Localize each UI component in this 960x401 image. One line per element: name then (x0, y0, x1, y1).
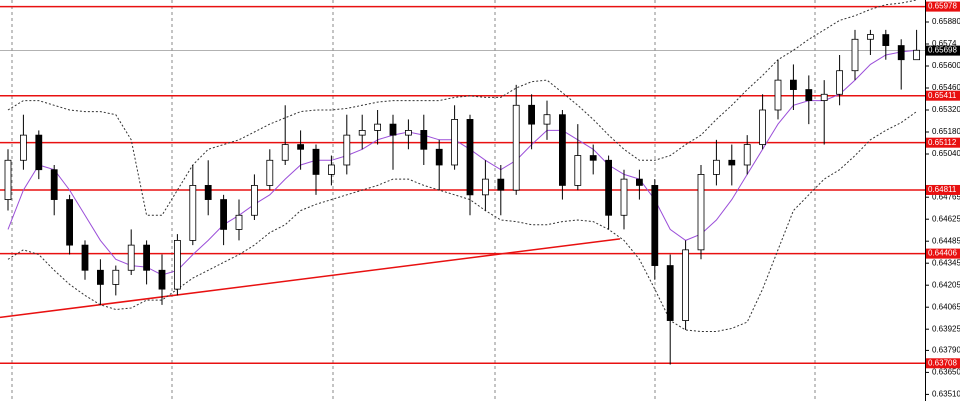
candle-body (897, 45, 905, 61)
candle-body (882, 34, 890, 46)
level-badge (926, 248, 960, 259)
candle-body (481, 178, 489, 196)
level-badge (926, 90, 960, 101)
level-label: 0.63708 (928, 358, 957, 367)
candle-body (774, 79, 782, 111)
candle-body (204, 185, 212, 200)
y-tick-label: 0.63790 (932, 346, 960, 355)
candle-body (50, 169, 58, 200)
level-badge (926, 358, 960, 369)
candle-body (81, 244, 89, 271)
level-label: 0.65112 (928, 138, 957, 147)
candle-body (820, 93, 828, 101)
candle-body (374, 123, 382, 131)
candle-body (682, 249, 689, 321)
candle-body (713, 159, 720, 175)
y-tick-label: 0.65040 (932, 149, 960, 158)
y-tick-label: 0.65320 (932, 105, 960, 114)
candle-body (543, 114, 551, 125)
candle-body (528, 104, 535, 125)
candle-body (913, 49, 920, 61)
candle-body (836, 70, 843, 95)
level-badge (926, 1, 960, 12)
y-tick-label: 0.64765 (932, 192, 960, 201)
level-badge (926, 184, 960, 195)
candle-body (189, 185, 197, 241)
candle-body (451, 119, 459, 166)
candle-body (389, 123, 397, 136)
level-badge (926, 137, 960, 148)
y-tick-label: 0.65880 (932, 17, 960, 26)
candle-body (759, 109, 766, 145)
y-tick-label: 0.65180 (932, 127, 960, 136)
y-tick-label: 0.6574 (932, 39, 957, 48)
candle-body (636, 178, 643, 186)
candle-body (327, 164, 335, 175)
candle-body (143, 244, 151, 271)
candle-body (420, 130, 428, 150)
candle-body (605, 159, 612, 216)
candle-body (158, 269, 166, 290)
candle-body (97, 269, 104, 285)
level-label: 0.65411 (928, 91, 957, 100)
candle-body (497, 178, 505, 191)
candle-body (19, 134, 27, 161)
candle-body (589, 155, 597, 161)
candle-body (851, 38, 859, 72)
candle-body (66, 199, 73, 246)
candle-body (466, 119, 474, 196)
candle-body (4, 159, 12, 200)
candle-body (404, 130, 412, 136)
y-tick-label: 0.63650 (932, 368, 960, 377)
candle-body (266, 159, 274, 186)
candle-body (651, 185, 659, 266)
candle-body (867, 34, 874, 40)
y-tick-label: 0.64485 (932, 236, 960, 245)
candle-body (220, 199, 228, 230)
y-tick-label: 0.63925 (932, 324, 960, 333)
y-tick-label: 0.63510 (932, 390, 960, 399)
y-tick-label: 0.64625 (932, 214, 960, 223)
current-price-badge (926, 45, 960, 56)
candle-body (297, 144, 305, 150)
current-price-label: 0.65698 (928, 46, 957, 55)
y-tick-label: 0.65600 (932, 61, 960, 70)
candle-body (235, 214, 243, 230)
candle-body (343, 134, 351, 166)
y-tick-label: 0.65460 (932, 83, 960, 92)
candle-body (281, 144, 289, 161)
level-label: 0.65978 (928, 2, 957, 11)
trendline (0, 238, 621, 319)
y-tick-label: 0.64065 (932, 302, 960, 311)
candle-body (620, 178, 628, 216)
candle-body (358, 130, 366, 136)
candle-body (666, 265, 674, 321)
level-label: 0.64406 (928, 249, 957, 258)
candle-body (127, 244, 135, 271)
candle-body (112, 269, 120, 285)
candle-body (743, 144, 751, 166)
candle-body (435, 148, 443, 166)
candle-body (574, 155, 582, 186)
level-label: 0.64811 (928, 185, 957, 194)
candle-body (697, 174, 705, 251)
candle-body (728, 159, 736, 166)
y-tick-label: 0.64205 (932, 280, 960, 289)
candle-body (559, 114, 566, 186)
candle-body (173, 240, 181, 290)
candle-body (312, 148, 320, 175)
candle-body (790, 79, 797, 90)
candle-body (805, 89, 813, 101)
candle-body (512, 104, 520, 191)
candle-body (250, 185, 258, 216)
y-tick-label: 0.64345 (932, 258, 960, 267)
candle-body (35, 134, 43, 171)
